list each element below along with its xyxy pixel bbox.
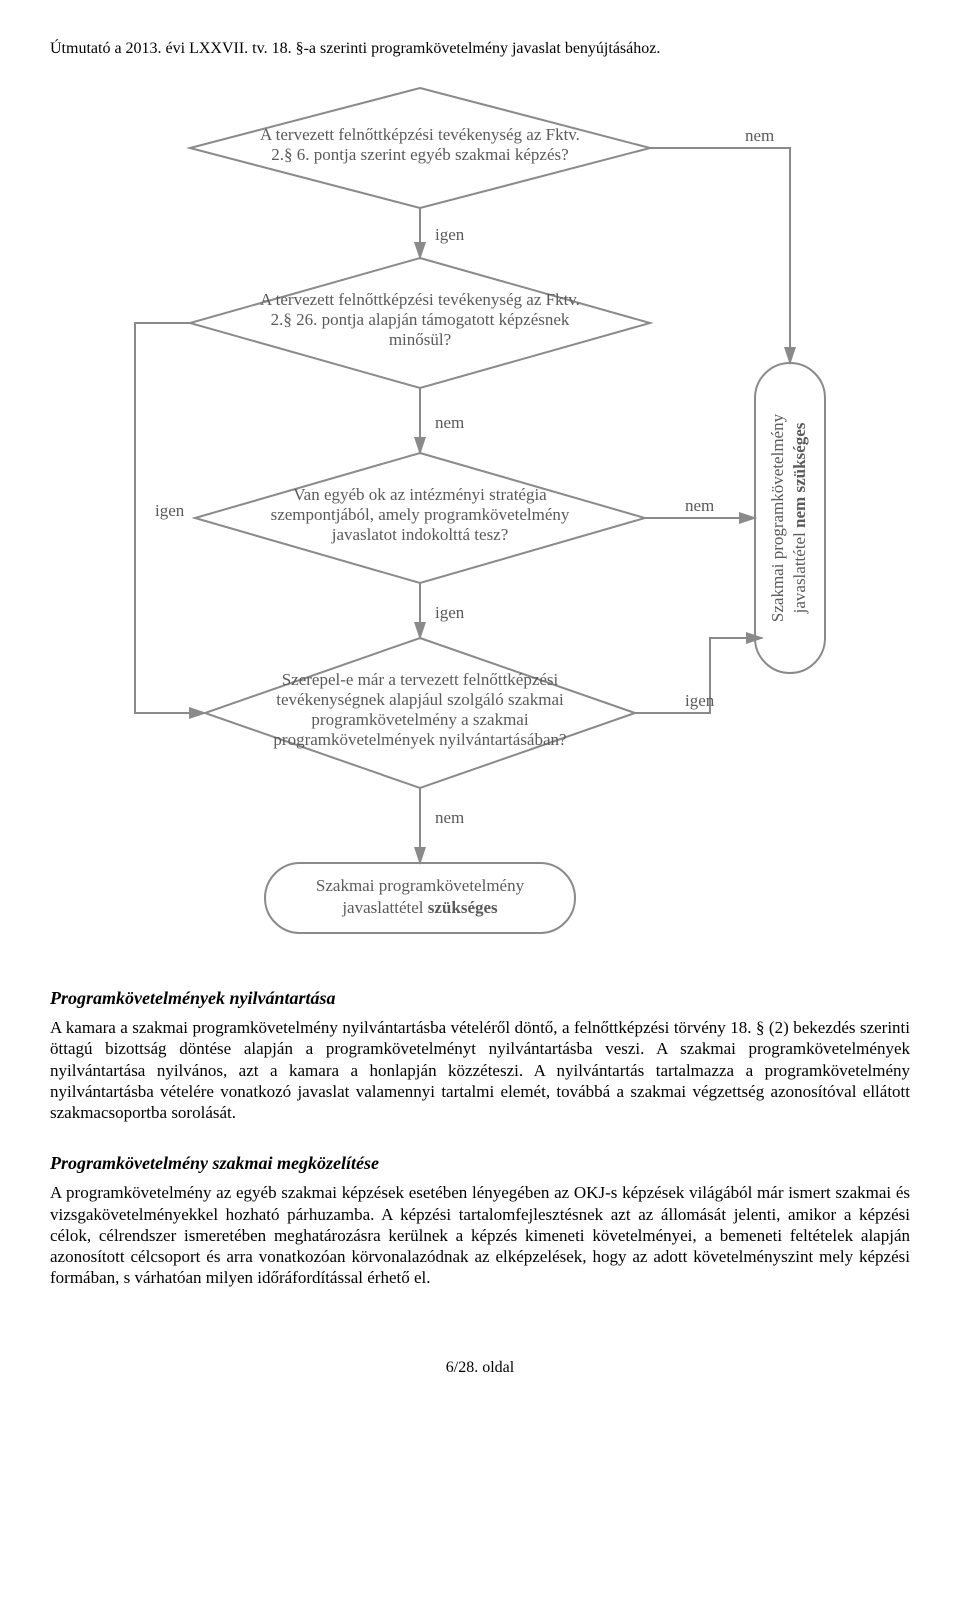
d4-line2: tevékenységnek alapjául szolgáló szakmai — [276, 690, 564, 709]
d3-line2: szempontjából, amely programkövetelmény — [271, 505, 570, 524]
r1-line1: Szakmai programkövetelmény — [316, 876, 525, 895]
decision-node-d4: Szerepel-e már a tervezett felnőttképzés… — [205, 638, 635, 788]
d2-line1: A tervezett felnőttképzési tevékenység a… — [260, 290, 580, 309]
d1-line1: A tervezett felnőttképzési tevékenység a… — [260, 125, 580, 144]
d2-line3: minősül? — [389, 330, 451, 349]
label-igen1: igen — [435, 225, 465, 244]
page-footer: 6/28. oldal — [50, 1359, 910, 1377]
r2-line2: javaslattétel nem szükséges — [790, 422, 809, 614]
flowchart-container: A tervezett felnőttképzési tevékenység a… — [90, 78, 870, 958]
d4-line3: programkövetelmény a szakmai — [311, 710, 528, 729]
label-nem1: nem — [745, 126, 774, 145]
r2-line1: Szakmai programkövetelmény — [768, 413, 787, 622]
d1-line2: 2.§ 6. pontja szerint egyéb szakmai képz… — [271, 145, 568, 164]
terminal-node-r2: Szakmai programkövetelmény javaslattétel… — [755, 363, 825, 673]
d2-line2: 2.§ 26. pontja alapján támogatott képzés… — [271, 310, 570, 329]
d4-line1: Szerepel-e már a tervezett felnőttképzés… — [282, 670, 559, 689]
section1-body: A kamara a szakmai programkövetelmény ny… — [50, 1017, 910, 1123]
label-igen3: igen — [435, 603, 465, 622]
label-nem4: nem — [435, 808, 464, 827]
label-igen4: igen — [685, 691, 715, 710]
edge-e2 — [650, 148, 790, 363]
label-igen-left: igen — [155, 501, 185, 520]
d3-line3: javaslatot indokolttá tesz? — [331, 525, 509, 544]
d4-line4: programkövetelmények nyilvántartásában? — [273, 730, 566, 749]
label-nem2: nem — [435, 413, 464, 432]
d3-line1: Van egyéb ok az intézményi stratégia — [293, 485, 547, 504]
r1-line2: javaslattétel szükséges — [341, 898, 498, 917]
terminal-node-r1: Szakmai programkövetelmény javaslattétel… — [265, 863, 575, 933]
decision-node-d1: A tervezett felnőttképzési tevékenység a… — [190, 88, 650, 208]
page-header: Útmutató a 2013. évi LXXVII. tv. 18. §-a… — [50, 40, 910, 58]
section1-title: Programkövetelmények nyilvántartása — [50, 988, 910, 1009]
decision-node-d3: Van egyéb ok az intézményi stratégia sze… — [195, 453, 645, 583]
flowchart-svg: A tervezett felnőttképzési tevékenység a… — [90, 78, 870, 958]
label-nem3: nem — [685, 496, 714, 515]
section2-title: Programkövetelmény szakmai megközelítése — [50, 1153, 910, 1174]
section2-body: A programkövetelmény az egyéb szakmai ké… — [50, 1182, 910, 1288]
decision-node-d2: A tervezett felnőttképzési tevékenység a… — [190, 258, 650, 388]
